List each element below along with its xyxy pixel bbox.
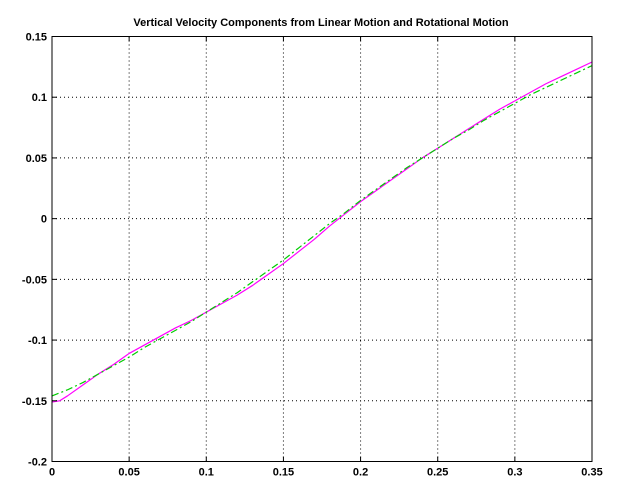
chart-title: Vertical Velocity Components from Linear… [133, 17, 509, 29]
x-tick-label: 0.1 [199, 467, 214, 479]
x-tick-label: 0.05 [118, 467, 139, 479]
y-tick-label: 0.15 [26, 32, 47, 44]
x-tick-label: 0.35 [581, 467, 602, 479]
y-tick-label: -0.05 [22, 274, 47, 286]
y-tick-label: -0.1 [28, 335, 47, 347]
x-tick-label: 0.25 [427, 467, 448, 479]
y-tick-label: 0 [41, 214, 47, 226]
x-tick-label: 0 [49, 467, 55, 479]
y-tick-label: 0.1 [32, 92, 47, 104]
x-tick-label: 0.15 [273, 467, 294, 479]
x-tick-label: 0.2 [353, 467, 368, 479]
y-tick-label: -0.2 [28, 457, 47, 469]
y-tick-label: -0.15 [22, 396, 47, 408]
x-tick-label: 0.3 [507, 467, 522, 479]
y-tick-label: 0.05 [26, 153, 47, 165]
